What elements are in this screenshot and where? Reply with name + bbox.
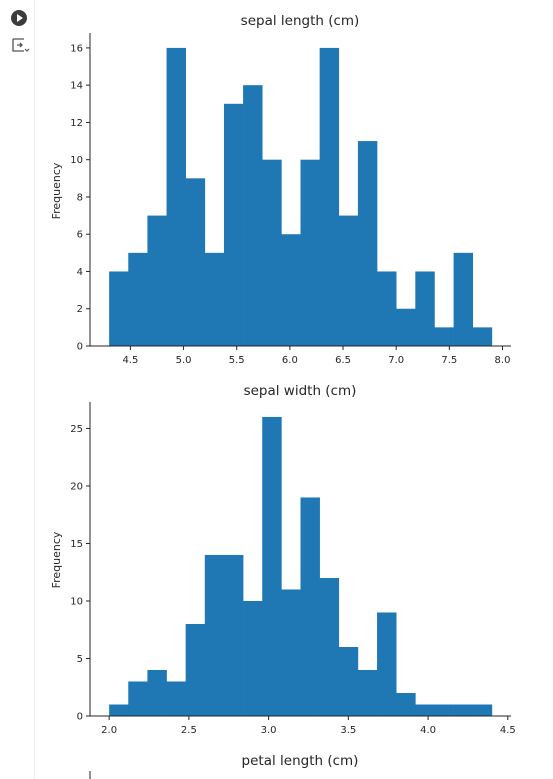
y-tick-label: 10 — [70, 155, 83, 166]
x-tick-label: 7.0 — [388, 355, 404, 366]
y-tick-label: 20 — [70, 481, 83, 492]
histogram-bar — [128, 252, 148, 346]
chart-title: sepal length (cm) — [241, 13, 360, 29]
x-tick-label: 7.5 — [441, 355, 457, 366]
histogram-bar — [300, 159, 320, 346]
y-tick-label: 8 — [77, 192, 83, 203]
x-tick-label: 4.5 — [500, 725, 516, 736]
y-tick-label: 6 — [77, 230, 83, 241]
chart-petal-length: petal length (cm) — [89, 753, 359, 779]
axes: 0 2 4 6 8 10 12 14 16 4.5 5.0 5.5 6.0 6.5 7.0 7.5 8.0 — [70, 33, 511, 366]
y-tick-label: 16 — [70, 43, 83, 54]
y-tick-label: 0 — [77, 712, 83, 723]
histogram-bar — [453, 704, 474, 716]
output-toggle-icon[interactable] — [10, 36, 30, 54]
histogram-bar — [147, 669, 167, 716]
histogram-bar — [377, 612, 397, 716]
x-tick-label: 4.0 — [420, 725, 436, 736]
x-tick-label: 6.5 — [335, 355, 351, 366]
histogram-bar — [223, 554, 244, 716]
histogram-bar — [128, 681, 148, 716]
histogram-bar — [185, 178, 206, 346]
x-tick-label: 3.5 — [340, 725, 356, 736]
y-tick-label: 5 — [77, 654, 83, 665]
y-tick-label: 14 — [70, 81, 83, 92]
histogram-bar — [204, 252, 225, 346]
x-tick-label: 4.5 — [122, 355, 138, 366]
histogram-bar — [262, 159, 282, 346]
histogram-bar — [472, 704, 493, 716]
x-tick-label: 5.0 — [176, 355, 192, 366]
histogram-bar — [434, 704, 454, 716]
histogram-bar — [281, 234, 301, 346]
y-tick-label: 0 — [77, 342, 83, 353]
histogram-bar — [453, 252, 474, 346]
cell-gutter — [0, 0, 34, 779]
histogram-bar — [166, 681, 186, 716]
x-tick-label: 6.0 — [282, 355, 298, 366]
histogram-bar — [109, 704, 129, 716]
y-tick-label: 12 — [70, 118, 83, 129]
y-tick-label: 10 — [70, 596, 83, 607]
x-tick-label: 2.0 — [101, 725, 117, 736]
histogram-bar — [415, 704, 435, 716]
bar-group — [109, 47, 493, 347]
histogram-bar — [338, 646, 359, 716]
x-tick-label: 3.0 — [261, 725, 277, 736]
y-tick-label: 2 — [77, 304, 83, 315]
y-axis-label: Frequency — [50, 531, 63, 588]
histogram-bar — [319, 47, 340, 347]
chart-sepal-length: sepal length (cm) Frequency 0 2 4 6 8 10 12 14 1… — [50, 13, 511, 366]
histogram-bar — [434, 327, 454, 346]
histogram-bar — [338, 215, 359, 346]
histogram-bar — [262, 416, 282, 716]
histogram-bar — [396, 308, 416, 346]
chart-sepal-width: sepal width (cm) Frequency 0 5 10 15 20 25 2.0… — [50, 383, 516, 736]
y-tick-label: 4 — [77, 267, 83, 278]
play-circle-icon[interactable] — [11, 10, 27, 26]
axes: 0 5 10 15 20 25 2.0 2.5 3.0 3.5 4.0 4.5 — [70, 402, 516, 736]
y-tick-label: 25 — [70, 424, 83, 435]
chart-title: petal length (cm) — [242, 753, 359, 769]
histogram-bar — [243, 600, 263, 716]
histogram-bar — [377, 271, 397, 346]
histogram-bar — [147, 215, 167, 346]
y-axis-label: Frequency — [50, 162, 63, 219]
histogram-bar — [300, 497, 320, 716]
x-tick-label: 2.5 — [181, 725, 197, 736]
histogram-bar — [357, 669, 378, 716]
histogram-bar — [166, 47, 186, 347]
x-tick-label: 8.0 — [495, 355, 511, 366]
histogram-bar — [243, 85, 263, 347]
histogram-bar — [281, 589, 301, 716]
histogram-bar — [319, 577, 340, 716]
cell-divider — [34, 0, 35, 779]
chart-title: sepal width (cm) — [244, 383, 357, 399]
histogram-bar — [415, 271, 435, 346]
histogram-bar — [109, 271, 129, 346]
histogram-bar — [472, 327, 493, 346]
y-tick-label: 15 — [70, 539, 83, 550]
histogram-bar — [204, 554, 225, 716]
x-tick-label: 5.5 — [229, 355, 245, 366]
histogram-bar — [185, 623, 206, 716]
bar-group — [109, 416, 493, 716]
histogram-bar — [223, 103, 244, 346]
histogram-bar — [396, 693, 416, 716]
histogram-bar — [357, 141, 378, 346]
